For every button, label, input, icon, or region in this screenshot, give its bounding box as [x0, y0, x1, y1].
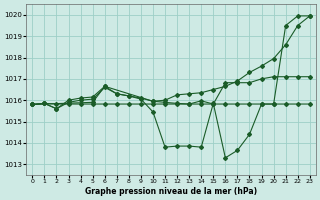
X-axis label: Graphe pression niveau de la mer (hPa): Graphe pression niveau de la mer (hPa)	[85, 187, 257, 196]
